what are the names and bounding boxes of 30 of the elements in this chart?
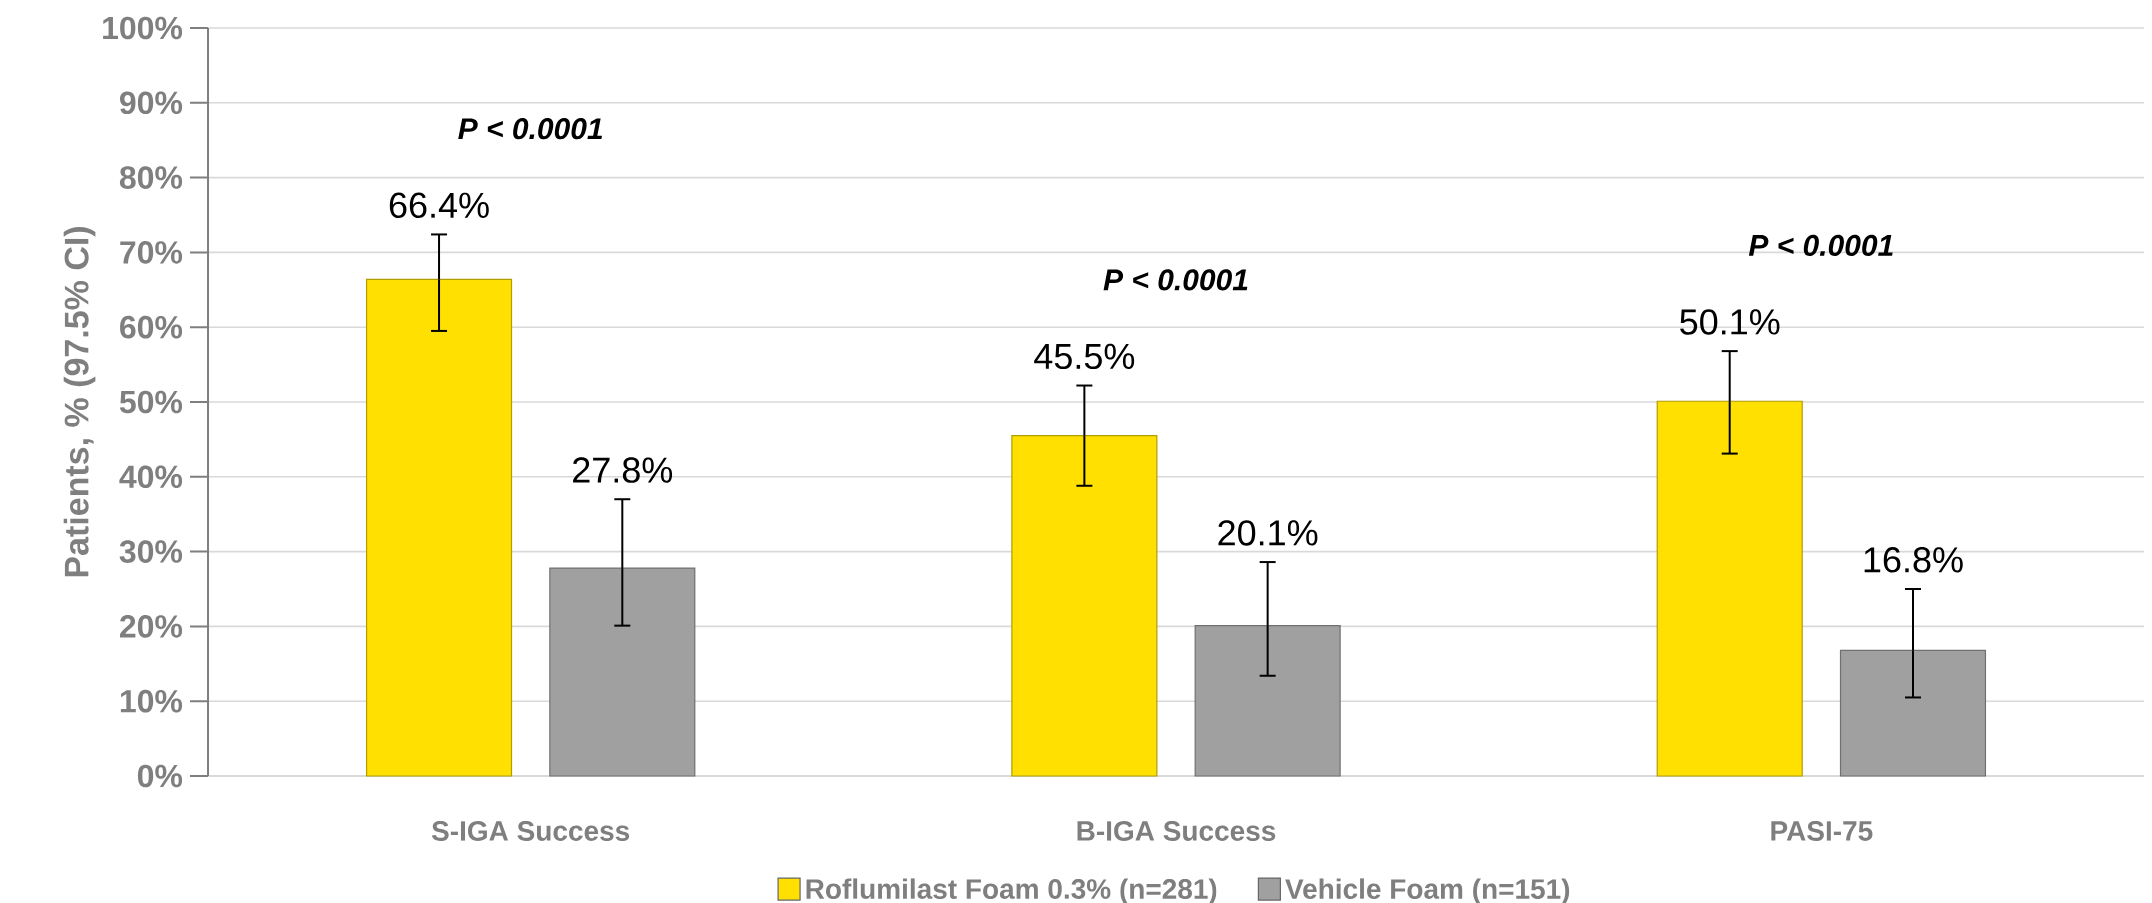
- y-tick-label: 50%: [119, 390, 183, 414]
- y-tick-label: 70%: [120, 241, 183, 264]
- y-tick-label: 80%: [119, 166, 183, 189]
- y-tick-label: 20%: [119, 615, 183, 638]
- y-tick-label: 100%: [103, 16, 183, 40]
- data-label: 50.1%: [1680, 309, 1780, 335]
- data-label: 27.8%: [573, 457, 673, 483]
- bar: [1656, 400, 1803, 777]
- bar: [1011, 435, 1158, 777]
- x-tick-label: PASI-75: [1771, 821, 1873, 841]
- annotation: P < 0.0001: [1103, 269, 1248, 291]
- annotation: P < 0.0001: [458, 118, 602, 140]
- bar: [1839, 649, 1987, 777]
- bar: [365, 278, 513, 777]
- y-tick-label: 60%: [120, 315, 183, 339]
- bar: [1194, 625, 1341, 777]
- x-tick-label: B-IGA Success: [1077, 821, 1276, 841]
- data-label: 20.1%: [1218, 520, 1318, 546]
- data-label: 45.5%: [1034, 343, 1135, 370]
- x-tick-label: S-IGA Success: [431, 821, 630, 841]
- annotation: P < 0.0001: [1748, 234, 1893, 257]
- bar: [549, 567, 696, 777]
- y-axis-title: Patients, % (97.5% CI): [63, 227, 96, 577]
- y-tick-label: 0%: [137, 764, 183, 788]
- y-tick-label: 90%: [119, 91, 183, 115]
- y-tick-label: 30%: [119, 540, 183, 563]
- y-tick-label: 10%: [120, 689, 183, 713]
- data-label: 66.4%: [389, 192, 489, 219]
- y-tick-label: 40%: [119, 465, 183, 489]
- data-label: 16.8%: [1864, 547, 1963, 573]
